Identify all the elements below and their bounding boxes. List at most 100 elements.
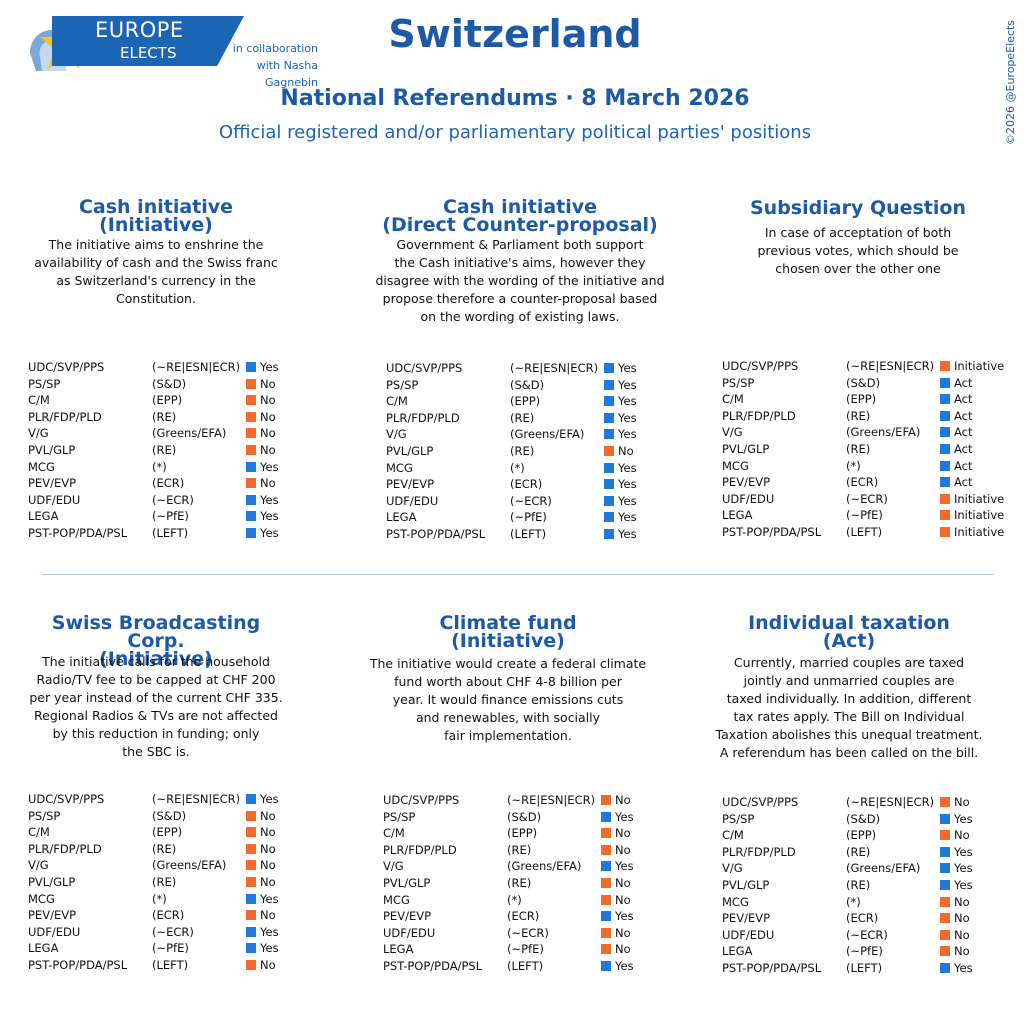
party-name: UDF/EDU — [28, 492, 81, 507]
table-row: PVL/GLP (RE) Act — [722, 441, 1012, 458]
party-group: (*) — [846, 894, 861, 909]
party-positions-table: UDC/SVP/PPS (~RE|ESN|ECR) No PS/SP (S&D) Yes C… — [722, 794, 1012, 977]
position-color-marker — [940, 427, 950, 438]
party-name: UDC/SVP/PPS — [28, 360, 105, 374]
party-name: MCG — [722, 894, 749, 909]
collab-line-2: with Nasha Gagnebin — [256, 59, 318, 89]
table-row: LEGA (~PfE) No — [722, 943, 1012, 960]
table-row: PST-POP/PDA/PSL (LEFT) Initiative — [722, 524, 1012, 541]
party-name: UDC/SVP/PPS — [722, 359, 799, 373]
position-label: Yes — [260, 525, 279, 540]
party-name: PVL/GLP — [386, 443, 434, 458]
position-color-marker — [601, 795, 611, 805]
question-title-line1: Individual taxation — [748, 612, 950, 634]
table-row: LEGA (~PfE) Yes — [386, 509, 676, 526]
party-group: (Greens/EFA) — [846, 861, 921, 876]
table-row: PVL/GLP (RE) No — [386, 443, 676, 460]
party-name: PST-POP/PDA/PSL — [386, 526, 486, 541]
party-name: PLR/FDP/PLD — [722, 844, 796, 859]
party-positions-table: UDC/SVP/PPS (~RE|ESN|ECR) Yes PS/SP (S&D) Yes… — [386, 360, 676, 543]
position-color-marker — [246, 926, 256, 937]
party-name: PLR/FDP/PLD — [28, 841, 102, 856]
party-group: (LEFT) — [846, 960, 883, 975]
table-row: PST-POP/PDA/PSL (LEFT) Yes — [386, 526, 676, 543]
table-row: PLR/FDP/PLD (RE) No — [383, 842, 673, 859]
party-name: C/M — [722, 828, 744, 843]
position-label: Yes — [618, 526, 637, 541]
position-label: Yes — [954, 877, 973, 892]
party-group: (LEFT) — [152, 957, 189, 972]
party-name: LEGA — [386, 510, 417, 525]
party-positions-table: UDC/SVP/PPS (~RE|ESN|ECR) Initiative PS/SP (… — [722, 358, 1012, 541]
table-row: C/M (EPP) Act — [722, 391, 1012, 408]
table-row: UDF/EDU (~ECR) Yes — [28, 924, 318, 941]
position-label: Act — [954, 475, 973, 490]
party-group: (S&D) — [507, 809, 542, 824]
position-color-marker — [604, 363, 614, 373]
party-group: (*) — [846, 458, 861, 473]
position-label: Yes — [615, 909, 634, 924]
table-row: V/G (Greens/EFA) No — [28, 857, 318, 874]
question-description: The initiative would create a federal cl… — [346, 655, 670, 745]
question-title-line1: Climate fund — [439, 612, 577, 634]
party-group: (RE) — [846, 408, 871, 423]
party-name: UDC/SVP/PPS — [722, 795, 799, 809]
description-line: tax rates apply. The Bill on Individual — [733, 709, 965, 724]
position-color-marker — [246, 395, 256, 406]
position-color-marker — [940, 493, 950, 504]
position-color-marker — [604, 412, 614, 423]
position-color-marker — [246, 478, 256, 489]
party-name: PVL/GLP — [722, 877, 770, 892]
party-group: (RE) — [846, 877, 871, 892]
party-group: (RE) — [846, 441, 871, 456]
party-group: (RE) — [152, 409, 177, 424]
position-label: No — [260, 841, 276, 856]
table-row: PVL/GLP (RE) Yes — [722, 877, 1012, 894]
table-row: PLR/FDP/PLD (RE) No — [28, 409, 318, 426]
position-color-marker — [246, 794, 256, 804]
collaboration-note: in collaboration with Nasha Gagnebin — [220, 40, 318, 91]
position-color-marker — [246, 860, 256, 871]
party-group: (ECR) — [510, 477, 543, 492]
table-row: PS/SP (S&D) No — [28, 808, 318, 825]
position-color-marker — [604, 528, 614, 539]
position-color-marker — [940, 863, 950, 874]
table-row: V/G (Greens/EFA) Yes — [386, 426, 676, 443]
table-row: UDF/EDU (~ECR) No — [722, 927, 1012, 944]
position-color-marker — [246, 959, 256, 970]
description-line: Radio/TV fee to be capped at CHF 200 — [36, 672, 276, 687]
position-label: Yes — [615, 809, 634, 824]
party-group: (LEFT) — [846, 524, 883, 539]
logo-text-elects: ELECTS — [120, 44, 177, 62]
position-color-marker — [601, 911, 611, 922]
question-title: Individual taxation (Act) — [718, 612, 980, 651]
party-group: (Greens/EFA) — [152, 858, 227, 873]
table-row: PST-POP/PDA/PSL (LEFT) No — [28, 957, 318, 974]
question-title: Swiss Broadcasting Corp. (Initiative) — [28, 614, 284, 669]
position-color-marker — [604, 479, 614, 490]
party-group: (~ECR) — [152, 492, 194, 507]
party-name: C/M — [386, 394, 408, 409]
position-color-marker — [601, 927, 611, 938]
position-label: Yes — [954, 844, 973, 859]
description-line: Taxation abolishes this unequal treatmen… — [715, 727, 983, 742]
table-row: LEGA (~PfE) Yes — [28, 508, 318, 525]
position-label: Yes — [260, 360, 279, 374]
position-color-marker — [940, 394, 950, 405]
position-label: Act — [954, 425, 973, 440]
position-label: No — [954, 944, 970, 959]
table-row: MCG (*) Yes — [386, 460, 676, 477]
position-color-marker — [604, 379, 614, 390]
position-label: Act — [954, 375, 973, 390]
position-label: No — [260, 858, 276, 873]
table-row: PEV/EVP (ECR) No — [28, 907, 318, 924]
party-group: (*) — [152, 459, 167, 474]
party-group: (ECR) — [152, 908, 185, 923]
position-label: Yes — [618, 394, 637, 409]
description-line: year. It would finance emissions cuts — [392, 692, 624, 707]
party-group: (LEFT) — [507, 958, 544, 973]
position-label: Yes — [618, 410, 637, 425]
party-name: C/M — [28, 393, 50, 408]
section-divider — [42, 574, 994, 575]
description-line: the SBC is. — [122, 744, 190, 759]
